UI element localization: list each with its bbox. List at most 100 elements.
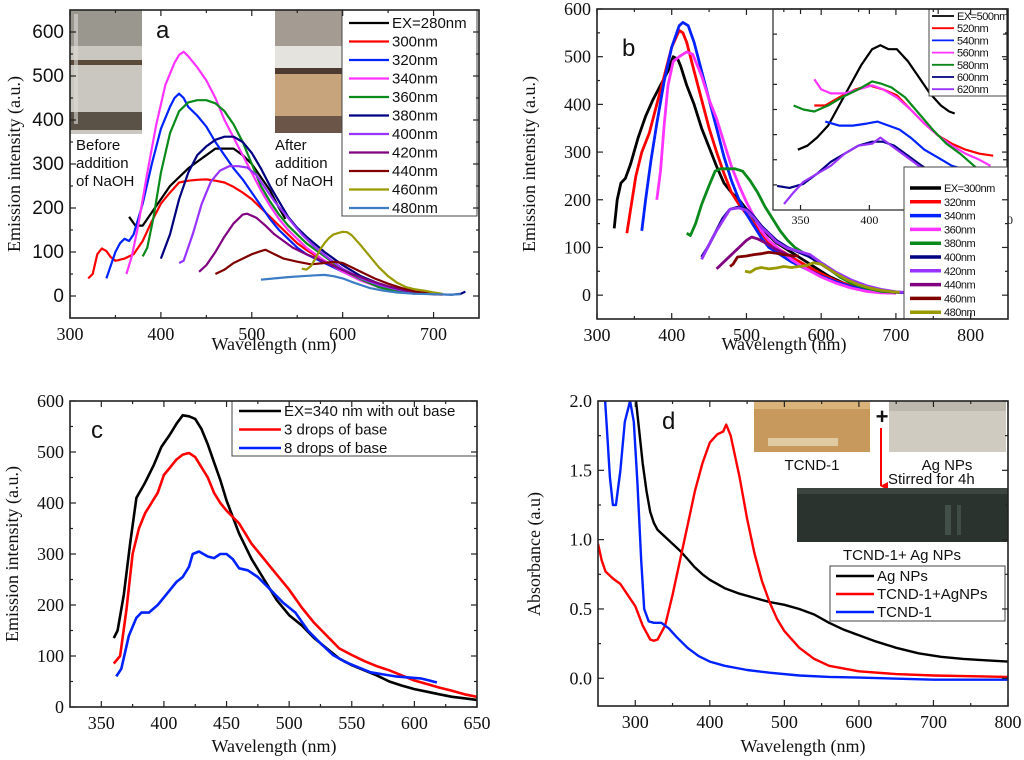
panel-c-axes: 350 400 450 500 550 600 650 0 100 200 300 400 500 600 [37, 391, 491, 733]
x-tick-label: 500 [238, 324, 265, 344]
panel-b-ylabel: Emission intensity (a.u.) [519, 76, 540, 252]
y-tick-label: 100 [37, 646, 64, 666]
panel-b-plot-area [612, 21, 911, 295]
panel-c-legend: EX=340 nm with out base 3 drops of base8 … [231, 400, 478, 457]
x-tick-label: 700 [882, 325, 909, 345]
series-line-560nm [813, 78, 992, 167]
legend-label: 400nm [944, 252, 975, 264]
x-tick-label: 600 [329, 324, 356, 344]
legend-label: 300nm [392, 34, 438, 51]
panel-c-plot-area [112, 414, 477, 702]
series-line-ex-340-nm-with-out-base [112, 414, 477, 702]
legend-label: 400nm [392, 126, 438, 143]
legend-label: Ag NPs [877, 568, 928, 585]
tcnd1-agnps-caption: TCND-1+ Ag NPs [843, 547, 961, 564]
series-line-tcnd-1 [603, 401, 1008, 681]
panel-b-axes: 300 400 500 600 700 800 0 100 200 300 400 500 600 [564, 0, 1008, 345]
x-tick-label: 600 [845, 712, 872, 732]
series-line-tcnd-1-agnps [598, 423, 1008, 679]
legend-label: 460nm [392, 182, 438, 199]
x-tick-label: 400 [658, 325, 685, 345]
x-tick-label: 600 [808, 325, 835, 345]
legend-label: 380nm [392, 108, 438, 125]
panel-d-ylabel: Absorbance (a.u) [524, 492, 545, 616]
x-tick-label: 300 [584, 325, 611, 345]
series-line-440nm [214, 248, 434, 295]
series-line-460nm [301, 230, 443, 295]
panel-c: c EX=340 nm with out base 3 drops of base… [2, 391, 491, 757]
x-tick-label: 450 [213, 713, 240, 733]
before-caption-line2: addition [76, 155, 129, 172]
y-tick-label: 600 [564, 0, 591, 19]
x-tick-label: 700 [920, 712, 947, 732]
before-caption-line3: of NaOH [76, 173, 134, 190]
legend-label: EX=500nm [957, 11, 1008, 23]
y-tick-label: 0 [582, 285, 591, 305]
panel-d-plot-area [598, 401, 1008, 681]
series-line-460nm [729, 250, 799, 268]
after-caption-line1: After [275, 137, 307, 154]
plus-sign: + [876, 404, 889, 429]
legend-label: 440nm [392, 163, 438, 180]
x-tick-label: 350 [88, 713, 115, 733]
x-tick-label: 400 [696, 712, 723, 732]
x-tick-label: 600 [401, 713, 428, 733]
legend-label: 3 drops of base [284, 422, 387, 439]
x-tick-label: 550 [338, 713, 365, 733]
y-tick-label: 300 [564, 142, 591, 162]
panel-d-letter: d [662, 408, 675, 435]
y-tick-label: 400 [32, 110, 64, 131]
legend-label: 560nm [957, 48, 988, 60]
y-tick-label: 0.5 [570, 599, 593, 619]
legend-label: 420nm [944, 266, 975, 278]
inset-x-tick-label: 350 [792, 213, 810, 227]
agnps-caption: Ag NPs [922, 457, 973, 474]
legend-label: 480nm [944, 307, 975, 319]
panel-b-xlabel: Wavelength (nm) [721, 334, 846, 355]
y-tick-label: 0.0 [570, 668, 593, 688]
x-tick-label: 300 [622, 712, 649, 732]
y-tick-label: 300 [32, 154, 64, 175]
x-tick-label: 650 [464, 713, 491, 733]
tcnd1-caption: TCND-1 [785, 457, 840, 474]
y-tick-label: 200 [564, 190, 591, 210]
stirred-caption: Stirred for 4h [888, 471, 975, 488]
series-line-8-drops-of-base [115, 550, 438, 684]
y-tick-label: 100 [32, 242, 64, 263]
legend-label: 340nm [392, 71, 438, 88]
y-tick-label: 200 [32, 198, 64, 219]
legend-label: 460nm [944, 293, 975, 305]
series-line-ex-500nm [797, 44, 956, 151]
panel-a-letter: a [156, 17, 170, 44]
panel-c-letter: c [91, 417, 103, 444]
y-tick-label: 1.5 [570, 460, 593, 480]
before-caption-line1: Before [76, 137, 120, 154]
panel-d-axes: 300 400 500 600 700 800 0.0 0.5 1.0 1.5 2.0 [570, 391, 1022, 732]
after-caption-line3: of NaOH [275, 173, 333, 190]
y-tick-label: 400 [37, 493, 64, 513]
legend-label: 340nm [944, 211, 975, 223]
legend-label: EX=300nm [944, 183, 995, 195]
y-tick-label: 0 [55, 697, 64, 717]
y-tick-label: 1.0 [570, 530, 593, 550]
x-tick-label: 300 [57, 324, 84, 344]
panel-a-ylabel: Emission intensity (a.u.) [4, 76, 25, 252]
legend-label: 580nm [957, 60, 988, 72]
legend-label: 480nm [392, 200, 438, 217]
series-line-420nm [198, 212, 443, 296]
series-line-440nm [715, 235, 796, 270]
legend-label: 520nm [957, 23, 988, 35]
series-line-ag-nps [634, 401, 1008, 663]
x-tick-label: 400 [150, 713, 177, 733]
y-tick-label: 300 [37, 544, 64, 564]
legend-label: 420nm [392, 145, 438, 162]
y-tick-label: 600 [32, 22, 64, 43]
panel-a-axes: 300 400 500 600 700 0 100 200 300 400 500 600 [32, 10, 479, 344]
legend-label: 320nm [392, 52, 438, 69]
legend-label: 600nm [957, 72, 988, 84]
